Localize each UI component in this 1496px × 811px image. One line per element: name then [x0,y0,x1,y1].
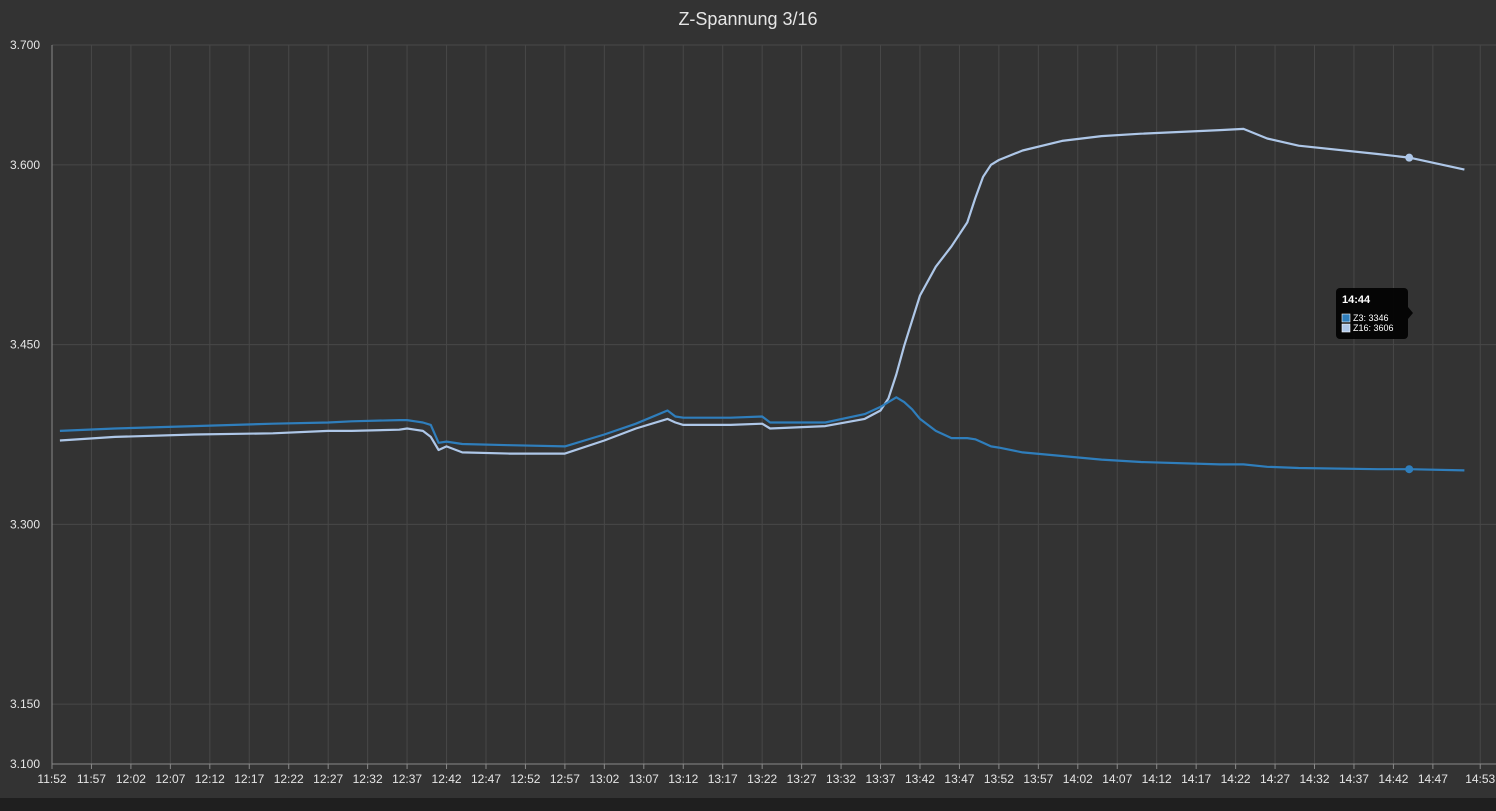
x-tick-label: 12:47 [471,772,501,786]
x-tick-label: 14:37 [1339,772,1369,786]
y-tick-label: 3.150 [10,697,40,711]
x-tick-label: 13:02 [589,772,619,786]
x-tick-label: 13:17 [708,772,738,786]
x-tick-label: 12:02 [116,772,146,786]
x-tick-label: 11:52 [37,772,66,786]
x-tick-label: 13:37 [866,772,896,786]
x-tick-label: 14:42 [1378,772,1408,786]
tooltip-swatch [1341,313,1351,323]
x-tick-label: 14:22 [1221,772,1251,786]
x-tick-label: 13:27 [787,772,817,786]
series-line-z3 [59,396,1465,472]
y-tick-label: 3.100 [10,757,40,771]
x-tick-label: 14:32 [1299,772,1329,786]
tooltip-line: Z3: 3346 [1353,313,1389,323]
x-tick-label: 14:47 [1418,772,1448,786]
x-tick-label: 13:07 [629,772,659,786]
x-tick-label: 14:27 [1260,772,1290,786]
x-tick-label: 14:17 [1181,772,1211,786]
x-tick-label: 13:12 [668,772,698,786]
tooltip-title: 14:44 [1342,294,1371,306]
hover-point-z3 [1405,465,1414,474]
series-layer [59,127,1465,474]
y-tick-label: 3.700 [10,38,40,52]
x-tick-label: 12:07 [155,772,185,786]
y-tick-label: 3.600 [10,158,40,172]
chart-title: Z-Spannung 3/16 [678,9,817,29]
x-tick-label: 14:02 [1063,772,1093,786]
x-tick-label: 12:32 [353,772,383,786]
x-tick-label: 12:52 [510,772,540,786]
tooltip-box [1336,288,1408,339]
x-tick-label: 12:12 [195,772,225,786]
x-tick-label: 12:22 [274,772,304,786]
hover-point-z16 [1405,153,1414,162]
bottom-strip [0,798,1496,811]
tooltip-swatch [1341,323,1351,333]
x-tick-label: 13:57 [1023,772,1053,786]
tooltip-arrow [1408,307,1413,319]
y-axis-ticks: 3.700 3.600 3.450 3.300 3.150 3.100 [10,38,40,771]
x-tick-label: 14:53 [1465,772,1495,786]
x-tick-label: 13:47 [944,772,974,786]
x-tick-label: 12:37 [392,772,422,786]
x-tick-label: 13:32 [826,772,856,786]
x-tick-label: 13:22 [747,772,777,786]
x-tick-label: 13:52 [984,772,1014,786]
series-line-z16 [59,127,1465,455]
tooltip-line: Z16: 3606 [1353,323,1394,333]
x-tick-label: 12:57 [550,772,580,786]
x-tick-label: 12:42 [432,772,462,786]
y-tick-label: 3.450 [10,338,40,352]
x-tick-label: 11:57 [77,772,106,786]
x-tick-label: 14:07 [1102,772,1132,786]
grid-lines [51,44,1496,765]
x-tick-label: 13:42 [905,772,935,786]
x-tick-label: 12:17 [234,772,264,786]
x-tick-label: 12:27 [313,772,343,786]
y-tick-label: 3.300 [10,517,40,531]
axes [51,45,1496,769]
x-axis-ticks: 11:52 11:57 12:02 12:07 12:12 12:17 12:22 12:27… [37,772,1495,786]
x-tick-label: 14:12 [1142,772,1172,786]
